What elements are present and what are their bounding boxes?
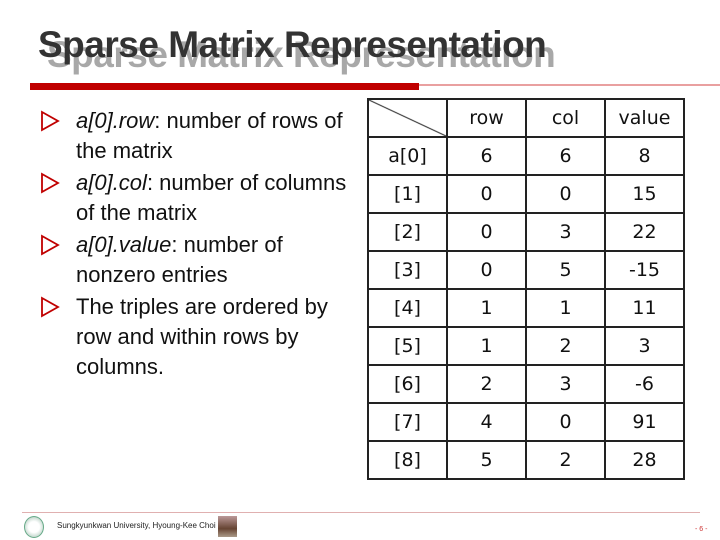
- table-cell: [3]: [367, 250, 448, 290]
- university-logo: [24, 516, 44, 538]
- table-row: [3] 0 5 -15: [367, 250, 685, 290]
- table-cell: 28: [604, 440, 685, 480]
- table-cell: 8: [604, 136, 685, 176]
- table-row: a[0] 6 6 8: [367, 136, 685, 176]
- table-cell: 1: [446, 326, 527, 366]
- table-cell: [2]: [367, 212, 448, 252]
- table-cell: 1: [446, 288, 527, 328]
- table-cell: [8]: [367, 440, 448, 480]
- table-cell: 3: [604, 326, 685, 366]
- triangle-bullet-icon: [41, 234, 60, 256]
- bullet-item: a[0].row: number of rows of the matrix: [40, 106, 360, 166]
- bullet-item: a[0].value: number of nonzero entries: [40, 230, 360, 290]
- title-underline: [30, 83, 419, 90]
- table-row: [6] 2 3 -6: [367, 364, 685, 404]
- table-cell: 6: [446, 136, 527, 176]
- table-cell: 6: [525, 136, 606, 176]
- bullet-text: : number of columns of the matrix: [76, 170, 347, 225]
- bullet-term: a[0].col: [76, 170, 147, 195]
- bullet-item: The triples are ordered by row and withi…: [40, 292, 360, 382]
- table-cell: 2: [446, 364, 527, 404]
- table-cell: [1]: [367, 174, 448, 214]
- bullet-text: The triples are ordered by row and withi…: [76, 294, 328, 379]
- table-cell: 0: [525, 174, 606, 214]
- slide-title: Sparse Matrix Representation: [38, 24, 547, 66]
- table-row: [7] 4 0 91: [367, 402, 685, 442]
- bullet-text: : number of rows of the matrix: [76, 108, 343, 163]
- bullet-text: : number of nonzero entries: [76, 232, 283, 287]
- triangle-bullet-icon: [41, 172, 60, 194]
- table-cell: [4]: [367, 288, 448, 328]
- table-cell: 2: [525, 440, 606, 480]
- table-row: [2] 0 3 22: [367, 212, 685, 252]
- author-photo: [218, 516, 237, 537]
- sparse-matrix-table: row col value a[0] 6 6 8 [1] 0 0 15 [2] 0 3 22 [3] 0 5 -15…: [367, 98, 685, 480]
- bullet-term: a[0].value: [76, 232, 172, 257]
- table-row: [4] 1 1 11: [367, 288, 685, 328]
- table-cell: 2: [525, 326, 606, 366]
- table-cell: 5: [525, 250, 606, 290]
- table-cell: [7]: [367, 402, 448, 442]
- title-underline-light: [419, 84, 720, 86]
- table-cell: 15: [604, 174, 685, 214]
- table-cell: 4: [446, 402, 527, 442]
- table-cell: 11: [604, 288, 685, 328]
- table-cell: 22: [604, 212, 685, 252]
- column-header: col: [525, 98, 606, 138]
- table-cell: 0: [446, 250, 527, 290]
- table-cell: 0: [446, 212, 527, 252]
- triangle-bullet-icon: [41, 110, 60, 132]
- bullet-term: a[0].row: [76, 108, 155, 133]
- table-cell: -6: [604, 364, 685, 404]
- page-number: - 6 -: [695, 526, 708, 533]
- corner-cell: [367, 98, 448, 138]
- column-header: value: [604, 98, 685, 138]
- table-cell: 1: [525, 288, 606, 328]
- column-header: row: [446, 98, 527, 138]
- table-header-row: row col value: [367, 98, 685, 138]
- table-row: [5] 1 2 3: [367, 326, 685, 366]
- footer-text: Sungkyunkwan University, Hyoung-Kee Choi: [57, 521, 216, 530]
- table-row: [1] 0 0 15: [367, 174, 685, 214]
- table-cell: 5: [446, 440, 527, 480]
- table-cell: 3: [525, 364, 606, 404]
- bullet-item: a[0].col: number of columns of the matri…: [40, 168, 360, 228]
- table-cell: [6]: [367, 364, 448, 404]
- table-cell: 3: [525, 212, 606, 252]
- table-row: [8] 5 2 28: [367, 440, 685, 480]
- table-cell: 0: [446, 174, 527, 214]
- table-cell: a[0]: [367, 136, 448, 176]
- triangle-bullet-icon: [41, 296, 60, 318]
- bullet-list: a[0].row: number of rows of the matrix a[…: [40, 106, 360, 384]
- table-cell: 0: [525, 402, 606, 442]
- title-text: Sparse Matrix Representation: [38, 24, 547, 65]
- table-cell: -15: [604, 250, 685, 290]
- table-cell: [5]: [367, 326, 448, 366]
- footer-divider: [22, 512, 700, 513]
- table-cell: 91: [604, 402, 685, 442]
